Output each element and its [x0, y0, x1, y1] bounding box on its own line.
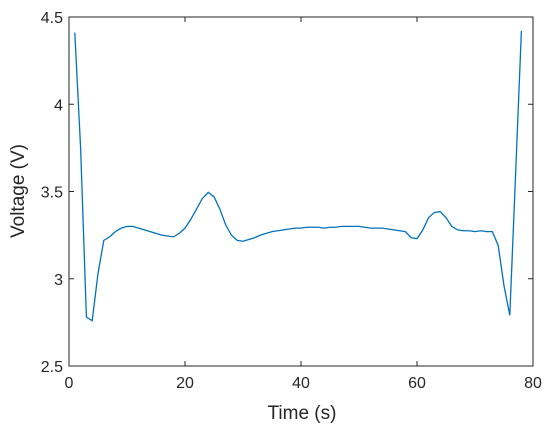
x-tick-label: 0 — [65, 375, 74, 392]
y-tick-label: 3.5 — [41, 185, 63, 202]
x-tick-label: 60 — [408, 375, 426, 392]
y-tick-label: 2.5 — [41, 359, 63, 376]
x-tick-label: 20 — [176, 375, 194, 392]
y-tick-label: 4.5 — [41, 10, 63, 27]
x-tick-label: 40 — [292, 375, 310, 392]
x-axis: 0 20 40 60 80 — [65, 17, 542, 392]
x-tick-label: 80 — [524, 375, 542, 392]
y-axis-label: Voltage (V) — [8, 144, 29, 238]
axes-box — [68, 16, 534, 367]
voltage-series-line — [74, 30, 523, 322]
y-axis: 2.5 3 3.5 4 4.5 — [41, 10, 533, 376]
plot-area — [68, 16, 534, 367]
y-tick-label: 3 — [54, 272, 63, 289]
x-axis-label: Time (s) — [268, 403, 337, 424]
y-tick-label: 4 — [54, 97, 63, 114]
